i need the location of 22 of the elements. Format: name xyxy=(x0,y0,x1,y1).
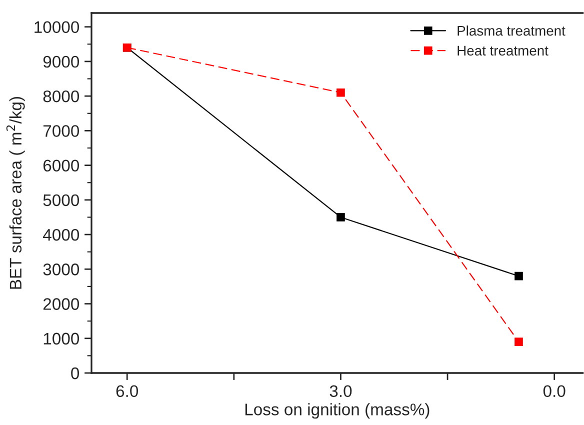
legend-label: Plasma treatment xyxy=(458,26,566,36)
y-tick-label: 6000 xyxy=(43,160,80,172)
y-tick-label: 1000 xyxy=(44,332,80,345)
y-tick-label: 10000 xyxy=(34,21,80,34)
x-axis-title: Loss on ignition (mass%) xyxy=(245,403,430,419)
y-tick-label: 8000 xyxy=(43,90,80,102)
y-tick-label: 9000 xyxy=(43,56,80,68)
x-tick-label: 3.0 xyxy=(330,385,352,398)
legend-label: Heat treatment xyxy=(458,46,548,56)
x-tick-label: 6.0 xyxy=(116,385,138,398)
y-tick-label: 0 xyxy=(71,367,80,380)
y-tick-label: 7000 xyxy=(43,125,80,137)
x-tick-label: 0.0 xyxy=(543,385,566,398)
point xyxy=(514,272,523,280)
y-tick-label: 3000 xyxy=(43,264,80,276)
y-tick-label: 4000 xyxy=(43,228,80,241)
y-tick-label: 5000 xyxy=(43,194,80,206)
y-axis-title: BET surface area ( m$^{2}$/kg) xyxy=(6,97,25,289)
point xyxy=(514,338,523,346)
point xyxy=(336,213,345,222)
y-tick-label: 2000 xyxy=(43,298,80,310)
point xyxy=(336,88,345,97)
